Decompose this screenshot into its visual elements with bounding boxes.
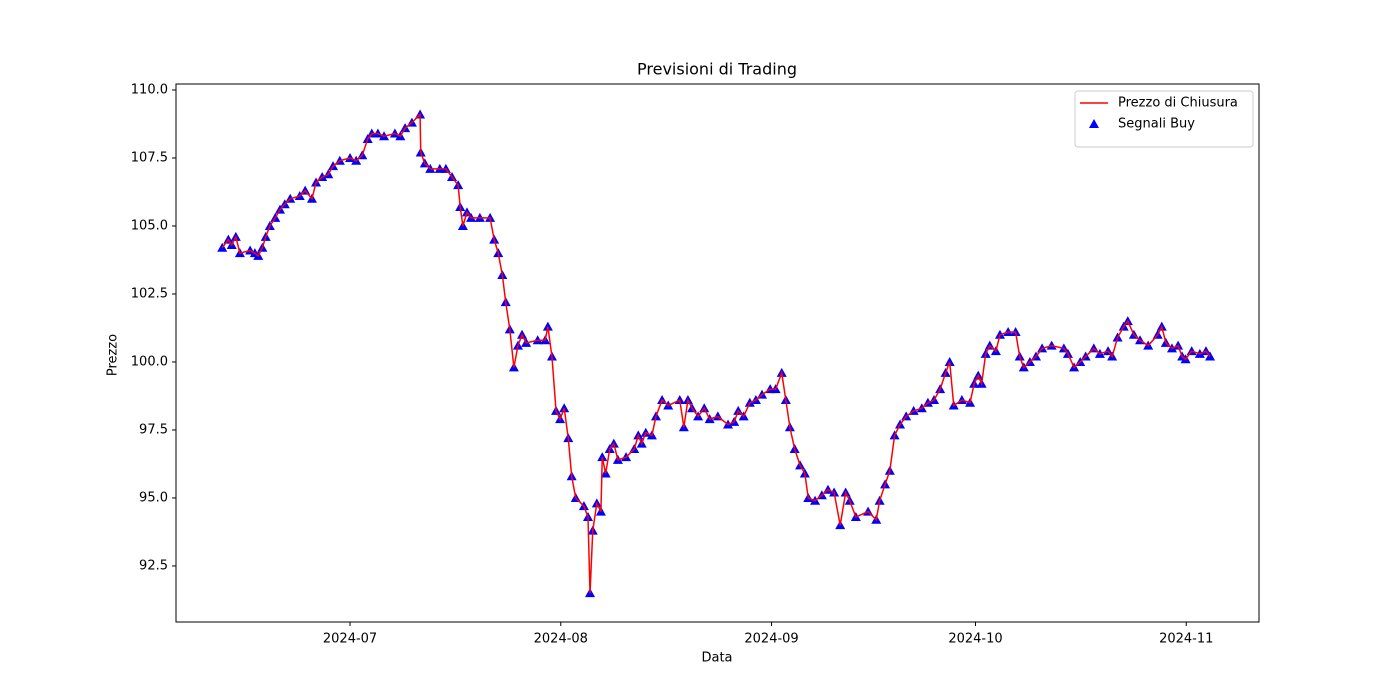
- y-axis-label: Prezzo: [106, 334, 121, 376]
- legend-label: Segnali Buy: [1118, 117, 1195, 132]
- x-tick-label: 2024-08: [534, 632, 588, 647]
- price-line: [221, 112, 1211, 594]
- plot-frame: [175, 83, 1260, 623]
- legend-label: Prezzo di Chiusura: [1118, 96, 1238, 111]
- y-tick-label: 97.5: [139, 422, 168, 437]
- y-tick-label: 105.0: [131, 218, 168, 233]
- x-tick-label: 2024-07: [323, 632, 377, 647]
- y-tick-label: 102.5: [131, 286, 168, 301]
- y-tick-label: 100.0: [131, 354, 168, 369]
- x-tick-label: 2024-09: [744, 632, 798, 647]
- x-tick-label: 2024-11: [1159, 632, 1213, 647]
- y-tick-label: 92.5: [139, 558, 168, 573]
- x-axis-label: Data: [701, 651, 732, 666]
- buy-signal: [597, 452, 608, 462]
- y-tick-label: 110.0: [131, 82, 168, 97]
- x-tick-label: 2024-10: [948, 632, 1002, 647]
- y-tick-label: 95.0: [139, 490, 168, 505]
- buy-signal: [542, 321, 553, 331]
- buy-signal: [559, 403, 570, 413]
- buy-signal: [944, 356, 955, 366]
- legend-marker: [1089, 119, 1099, 128]
- chart-title: Previsioni di Trading: [637, 60, 797, 79]
- legend-box: [1074, 90, 1254, 148]
- y-tick-label: 107.5: [131, 150, 168, 165]
